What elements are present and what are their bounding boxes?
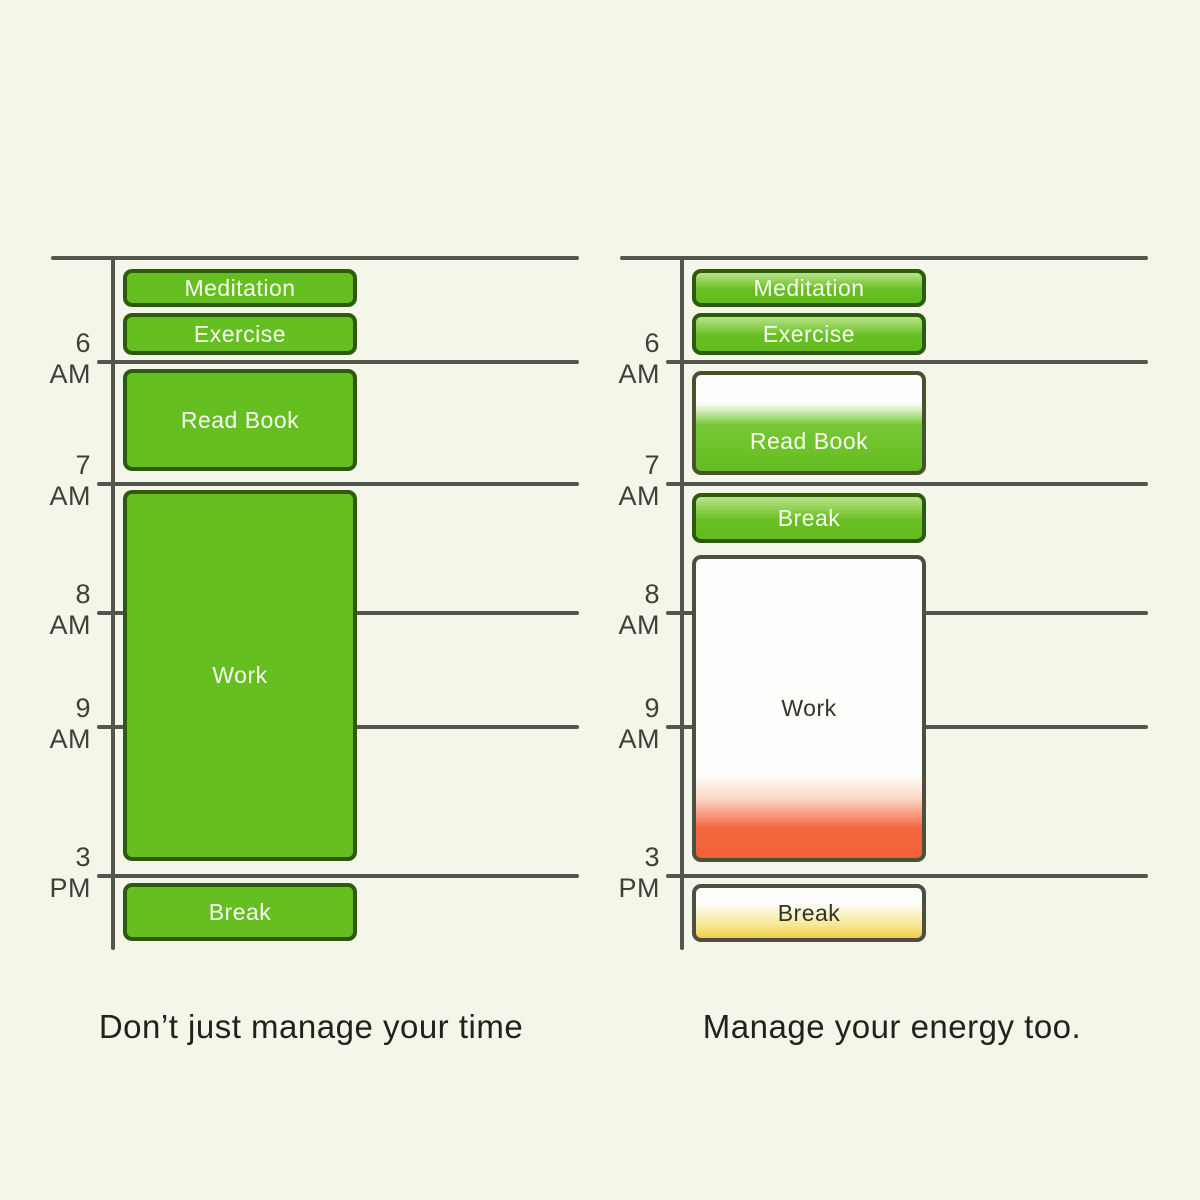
- right-timeline-top-line: [620, 256, 1148, 260]
- left-time-label-9am: 9 AM: [49, 692, 91, 754]
- right-time-label-9am: 9 AM: [618, 692, 660, 754]
- right-gridline-7am: [666, 482, 1148, 486]
- left-time-label-7am: 7 AM: [49, 449, 91, 511]
- left-block-meditation-label: Meditation: [184, 274, 296, 301]
- left-block-exercise: Exercise: [123, 313, 357, 355]
- right-block-meditation-label: Meditation: [753, 274, 865, 301]
- right-time-label-3pm: 3 PM: [618, 841, 660, 903]
- left-block-read-book-label: Read Book: [180, 406, 300, 433]
- left-block-break-label: Break: [208, 898, 272, 925]
- right-block-read-book-label: Read Book: [749, 428, 869, 454]
- left-block-meditation: Meditation: [123, 269, 357, 307]
- right-block-meditation: Meditation: [692, 269, 926, 307]
- left-timeline-axis: [111, 256, 115, 950]
- right-block-break-morning: Break: [692, 493, 926, 543]
- right-block-break-afternoon: Break: [692, 884, 926, 942]
- right-gridline-3pm: [666, 874, 1148, 878]
- right-gridline-6am: [666, 360, 1148, 364]
- right-block-work-label: Work: [781, 695, 837, 721]
- left-block-read-book: Read Book: [123, 369, 357, 471]
- left-block-exercise-label: Exercise: [193, 320, 287, 347]
- right-time-label-8am: 8 AM: [618, 578, 660, 640]
- left-caption: Don’t just manage your time: [98, 1008, 524, 1045]
- right-caption: Manage your energy too.: [702, 1008, 1082, 1045]
- left-gridline-7am: [97, 482, 579, 486]
- left-gridline-3pm: [97, 874, 579, 878]
- left-block-work-label: Work: [212, 662, 268, 688]
- left-time-label-6am: 6 AM: [49, 327, 91, 389]
- right-block-exercise-label: Exercise: [762, 320, 856, 347]
- left-timeline-top-line: [51, 256, 579, 260]
- right-block-exercise: Exercise: [692, 313, 926, 355]
- left-time-label-3pm: 3 PM: [49, 841, 91, 903]
- left-block-work: Work: [123, 490, 357, 861]
- right-time-label-6am: 6 AM: [618, 327, 660, 389]
- right-time-label-7am: 7 AM: [618, 449, 660, 511]
- left-time-label-8am: 8 AM: [49, 578, 91, 640]
- left-block-break: Break: [123, 883, 357, 941]
- left-gridline-6am: [97, 360, 579, 364]
- right-timeline-axis: [680, 256, 684, 950]
- right-block-read-book: Read Book: [692, 371, 926, 475]
- right-block-break-afternoon-label: Break: [777, 899, 841, 926]
- right-block-break-morning-label: Break: [777, 504, 841, 531]
- right-block-work: Work: [692, 555, 926, 862]
